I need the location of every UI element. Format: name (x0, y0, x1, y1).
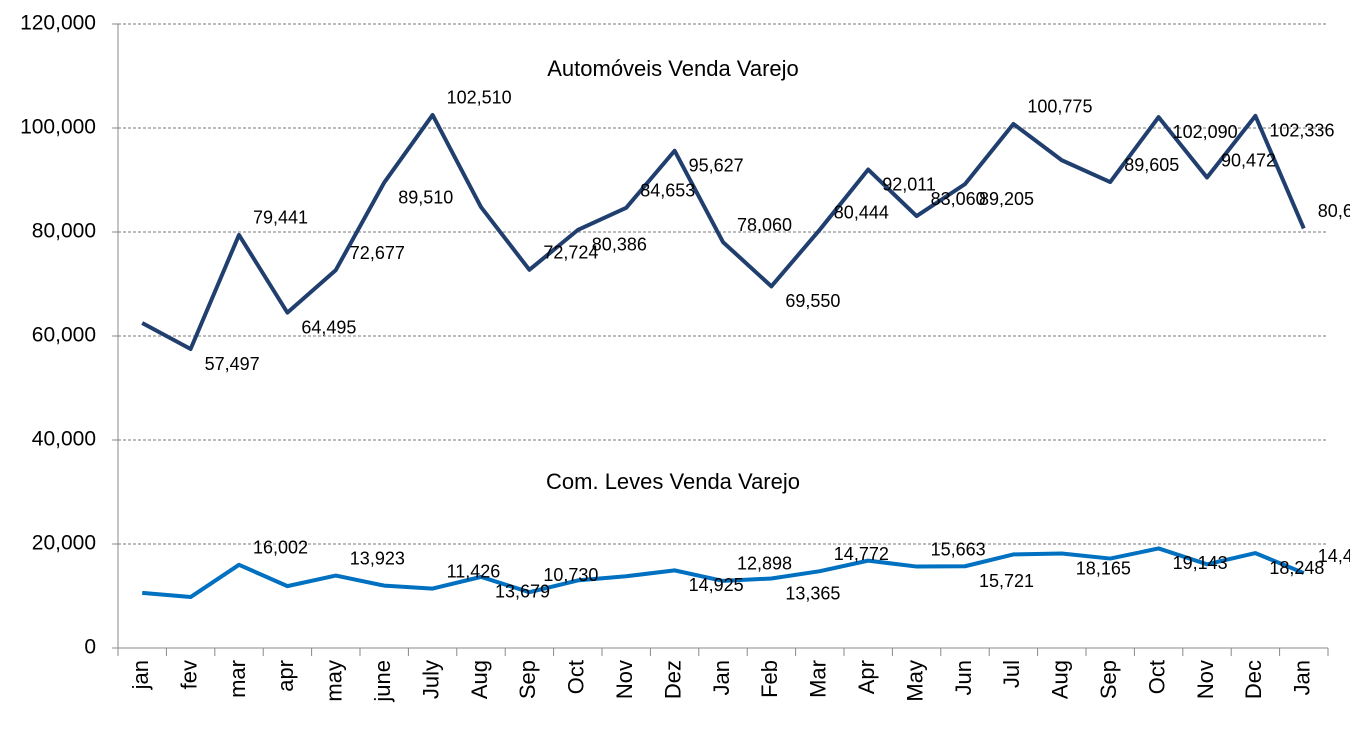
x-tick-label: Sep (1096, 660, 1121, 699)
value-label: 89,510 (398, 187, 453, 207)
value-label: 18,165 (1076, 558, 1131, 578)
x-tick-label: Nov (1193, 660, 1218, 699)
y-tick-label: 0 (84, 636, 96, 659)
x-tick-label: june (370, 660, 395, 703)
x-tick-label: Aug (1048, 660, 1073, 699)
y-tick-label: 60,000 (32, 324, 96, 347)
value-label: 89,605 (1124, 155, 1179, 175)
series-name: Com. Leves Venda Varejo (546, 469, 800, 494)
x-tick-label: Jan (1290, 660, 1315, 695)
value-label: 18,248 (1269, 558, 1324, 578)
value-label: 83,060 (931, 189, 986, 209)
value-label: 102,336 (1269, 121, 1334, 141)
value-label: 72,724 (543, 243, 598, 263)
value-label: 79,441 (253, 208, 308, 228)
value-label: 69,550 (785, 291, 840, 311)
value-label: 14,925 (689, 575, 744, 595)
value-label: 13,923 (350, 548, 405, 568)
value-label: 10,730 (543, 565, 598, 585)
value-label: 15,663 (931, 539, 986, 559)
value-label: 90,472 (1221, 150, 1276, 170)
x-tick-label: Jun (951, 660, 976, 695)
x-tick-label: May (902, 660, 927, 702)
x-tick-label: apr (273, 660, 298, 692)
series-name: Automóveis Venda Varejo (547, 56, 799, 81)
x-tick-label: Dec (1241, 660, 1266, 699)
value-label: 16,002 (253, 538, 308, 558)
y-tick-label: 100,000 (20, 116, 96, 139)
value-label: 19,143 (1173, 553, 1228, 573)
value-label: 80,444 (834, 202, 889, 222)
x-tick-label: Nov (612, 660, 637, 699)
x-tick-label: Dez (660, 660, 685, 699)
value-label: 92,011 (882, 174, 936, 194)
x-tick-label: July (418, 660, 443, 699)
value-label: 100,775 (1027, 97, 1092, 117)
value-label: 89,205 (979, 189, 1034, 209)
value-label: 72,677 (350, 243, 405, 263)
x-tick-label: Aug (467, 660, 492, 699)
x-tick-label: Mar (806, 660, 831, 698)
value-label: 14,414 (1318, 546, 1350, 566)
x-tick-label: may (322, 660, 347, 702)
value-label: 15,721 (979, 571, 1034, 591)
x-tick-label: Apr (854, 660, 879, 694)
x-tick-label: Sep (515, 660, 540, 699)
x-tick-label: Jul (999, 660, 1024, 688)
value-label: 95,627 (689, 155, 744, 175)
x-tick-label: mar (225, 660, 250, 698)
value-label: 64,495 (301, 317, 356, 337)
value-label: 78,060 (737, 215, 792, 235)
x-tick-label: Jan (709, 660, 734, 695)
value-label: 57,497 (205, 354, 260, 374)
value-label: 13,365 (785, 583, 840, 603)
value-label: 14,772 (834, 544, 889, 564)
value-label: 84,653 (640, 181, 695, 201)
value-label: 80,689 (1318, 201, 1350, 221)
value-label: 80,386 (592, 235, 647, 255)
y-tick-label: 20,000 (32, 532, 96, 555)
x-tick-label: Feb (757, 660, 782, 698)
x-tick-label: Oct (1144, 660, 1169, 694)
value-label: 13,679 (495, 582, 550, 602)
y-tick-label: 40,000 (32, 428, 96, 451)
value-label: 102,090 (1173, 122, 1238, 142)
series-line (142, 546, 1305, 600)
series-line (141, 112, 1306, 352)
value-label: 102,510 (447, 88, 512, 108)
x-tick-label: jan (128, 660, 153, 690)
value-label: 12,898 (737, 554, 792, 574)
x-tick-label: fev (176, 660, 201, 689)
x-tick-label: Oct (564, 660, 589, 694)
y-tick-label: 80,000 (32, 220, 96, 243)
y-tick-label: 120,000 (20, 12, 96, 35)
value-label: 11,426 (447, 561, 501, 581)
